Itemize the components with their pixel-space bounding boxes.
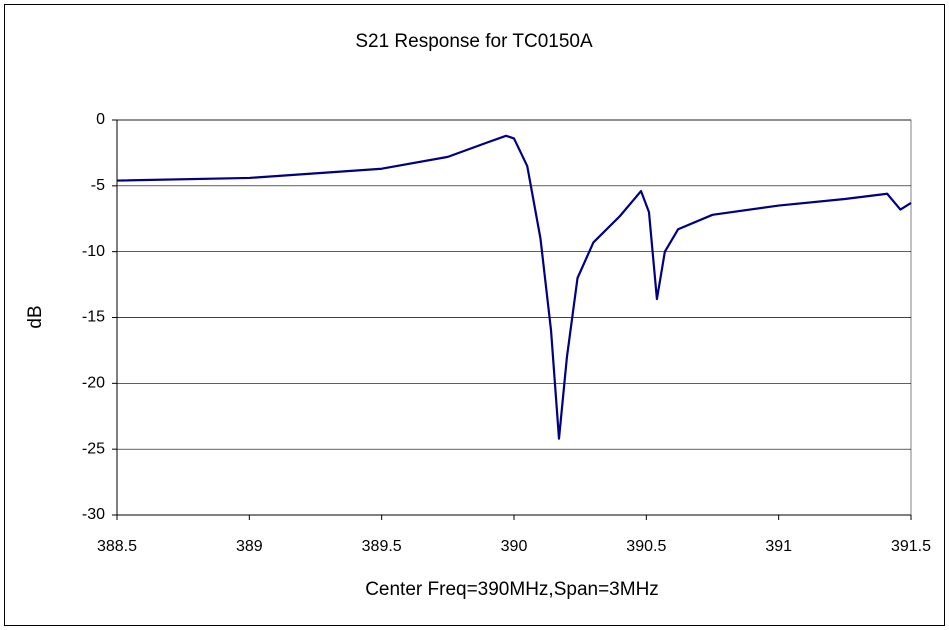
- x-tick-label: 390: [501, 538, 528, 555]
- y-axis-label: dB: [25, 305, 46, 328]
- x-tick-label: 391.5: [891, 538, 931, 555]
- x-tick-label: 389: [236, 538, 263, 555]
- y-tick-label: -10: [82, 243, 105, 260]
- y-tick-label: 0: [96, 111, 105, 128]
- y-tick-label: -20: [82, 375, 105, 392]
- y-tick-label: -30: [82, 506, 105, 523]
- data-line: [116, 134, 912, 440]
- y-tick-label: -25: [82, 440, 105, 457]
- x-axis-label: Center Freq=390MHz,Span=3MHz: [365, 579, 659, 600]
- x-tick-label: 389.5: [362, 538, 402, 555]
- x-tick-label: 390.5: [626, 538, 666, 555]
- y-tick-label: -15: [82, 309, 105, 326]
- y-tick-label: -5: [91, 177, 105, 194]
- chart-title: S21 Response for TC0150A: [355, 31, 593, 52]
- x-tick-label: 391: [765, 538, 792, 555]
- x-tick-label: 388.5: [97, 538, 137, 555]
